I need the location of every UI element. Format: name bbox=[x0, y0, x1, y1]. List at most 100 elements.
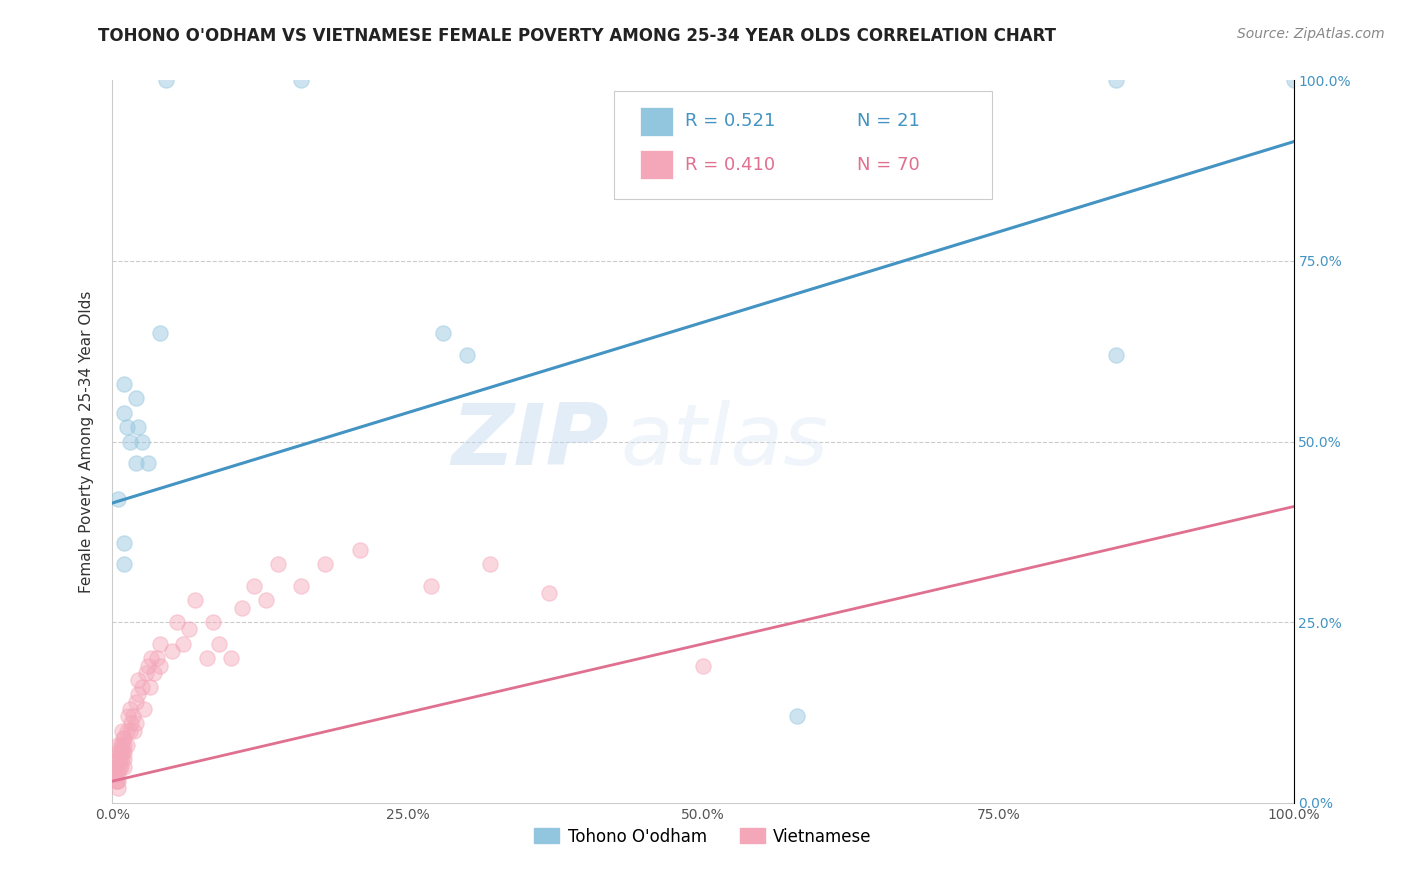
Point bbox=[136, 456, 159, 470]
Point bbox=[290, 73, 312, 87]
Point bbox=[111, 752, 134, 766]
Point bbox=[115, 738, 138, 752]
Point bbox=[120, 716, 142, 731]
Point bbox=[134, 702, 156, 716]
Point bbox=[107, 492, 129, 507]
Text: N = 21: N = 21 bbox=[856, 112, 920, 130]
Point bbox=[112, 406, 135, 420]
Text: R = 0.521: R = 0.521 bbox=[685, 112, 776, 130]
Point bbox=[139, 680, 162, 694]
Point bbox=[692, 658, 714, 673]
Point bbox=[267, 558, 290, 572]
Point bbox=[420, 579, 443, 593]
Point bbox=[349, 542, 371, 557]
Point bbox=[149, 658, 172, 673]
Point bbox=[107, 752, 129, 766]
Point bbox=[107, 760, 129, 774]
Point bbox=[112, 535, 135, 549]
Point bbox=[108, 760, 131, 774]
Point bbox=[538, 586, 561, 600]
Point bbox=[786, 709, 808, 723]
Point bbox=[107, 752, 129, 766]
Point bbox=[110, 738, 132, 752]
Point bbox=[314, 558, 336, 572]
Point bbox=[108, 752, 131, 766]
Point bbox=[208, 637, 231, 651]
Point bbox=[125, 391, 148, 405]
Point bbox=[107, 781, 129, 796]
Point bbox=[112, 738, 135, 752]
Point bbox=[125, 716, 148, 731]
Point bbox=[112, 558, 135, 572]
Point bbox=[105, 774, 128, 789]
Text: R = 0.410: R = 0.410 bbox=[685, 156, 776, 174]
Point bbox=[184, 593, 207, 607]
Point bbox=[110, 745, 132, 759]
Point bbox=[112, 752, 135, 766]
Point bbox=[115, 420, 138, 434]
Point bbox=[432, 326, 454, 340]
Point bbox=[112, 760, 135, 774]
Point bbox=[201, 615, 224, 630]
Point bbox=[136, 658, 159, 673]
Point bbox=[479, 558, 502, 572]
Point bbox=[105, 774, 128, 789]
Point bbox=[121, 709, 143, 723]
Point bbox=[112, 731, 135, 745]
Point bbox=[108, 745, 131, 759]
Point bbox=[1105, 73, 1128, 87]
FancyBboxPatch shape bbox=[640, 107, 673, 136]
Point bbox=[111, 738, 134, 752]
Point bbox=[141, 651, 163, 665]
Point bbox=[146, 651, 169, 665]
Text: TOHONO O'ODHAM VS VIETNAMESE FEMALE POVERTY AMONG 25-34 YEAR OLDS CORRELATION CH: TOHONO O'ODHAM VS VIETNAMESE FEMALE POVE… bbox=[98, 27, 1056, 45]
Point bbox=[1105, 348, 1128, 362]
Point bbox=[131, 680, 153, 694]
Point bbox=[231, 600, 253, 615]
Y-axis label: Female Poverty Among 25-34 Year Olds: Female Poverty Among 25-34 Year Olds bbox=[79, 291, 94, 592]
Point bbox=[172, 637, 194, 651]
Point bbox=[166, 615, 188, 630]
Point bbox=[112, 745, 135, 759]
Legend: Tohono O'odham, Vietnamese: Tohono O'odham, Vietnamese bbox=[527, 821, 879, 852]
Point bbox=[125, 695, 148, 709]
Point bbox=[107, 774, 129, 789]
Point bbox=[195, 651, 218, 665]
Point bbox=[127, 673, 149, 687]
Point bbox=[112, 745, 135, 759]
Point bbox=[155, 73, 177, 87]
Point bbox=[135, 665, 157, 680]
Point bbox=[127, 420, 149, 434]
Point bbox=[456, 348, 478, 362]
FancyBboxPatch shape bbox=[640, 151, 673, 179]
Point bbox=[115, 723, 138, 738]
Point bbox=[149, 637, 172, 651]
Point bbox=[219, 651, 242, 665]
Point bbox=[142, 665, 165, 680]
Point bbox=[125, 456, 148, 470]
Point bbox=[107, 745, 129, 759]
Point bbox=[105, 767, 128, 781]
Point bbox=[107, 767, 129, 781]
Point bbox=[110, 760, 132, 774]
Point bbox=[290, 579, 312, 593]
Point bbox=[179, 623, 201, 637]
Point bbox=[120, 723, 142, 738]
Point bbox=[1282, 73, 1305, 87]
Point bbox=[105, 760, 128, 774]
Point bbox=[107, 738, 129, 752]
Text: Source: ZipAtlas.com: Source: ZipAtlas.com bbox=[1237, 27, 1385, 41]
Point bbox=[112, 731, 135, 745]
Text: N = 70: N = 70 bbox=[856, 156, 920, 174]
Point bbox=[149, 326, 172, 340]
FancyBboxPatch shape bbox=[614, 91, 993, 200]
Point bbox=[120, 434, 142, 449]
Point bbox=[243, 579, 266, 593]
Point bbox=[112, 376, 135, 391]
Point bbox=[127, 687, 149, 701]
Point bbox=[120, 702, 142, 716]
Point bbox=[111, 723, 134, 738]
Point bbox=[122, 723, 145, 738]
Point bbox=[254, 593, 277, 607]
Point bbox=[131, 434, 153, 449]
